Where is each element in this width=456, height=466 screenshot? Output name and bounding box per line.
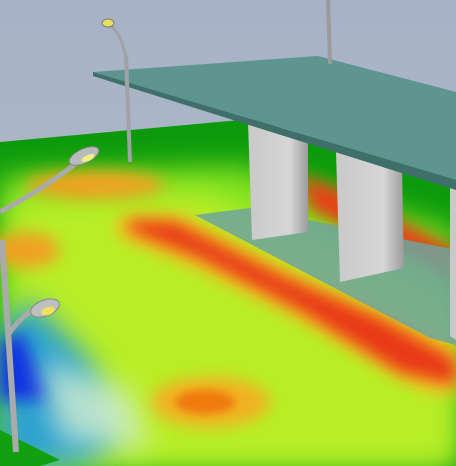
- lamp-head: [68, 146, 100, 166]
- pillar: [336, 152, 404, 282]
- lamp-light: [41, 306, 55, 316]
- heat-band-red: [128, 220, 456, 385]
- heat-spot: [0, 232, 60, 268]
- lamp-post: [0, 239, 19, 453]
- lamp-post: [124, 54, 132, 163]
- heat-spot: [175, 390, 235, 414]
- lamp-arm: [108, 23, 128, 59]
- lamp-post: [326, 0, 332, 65]
- pillar: [450, 185, 456, 340]
- deck-edge: [93, 72, 456, 190]
- lamp-head: [101, 18, 115, 28]
- pillar: [248, 122, 308, 240]
- lamp-light: [81, 153, 95, 163]
- heat-pale: [40, 360, 150, 450]
- deck-top: [93, 56, 456, 180]
